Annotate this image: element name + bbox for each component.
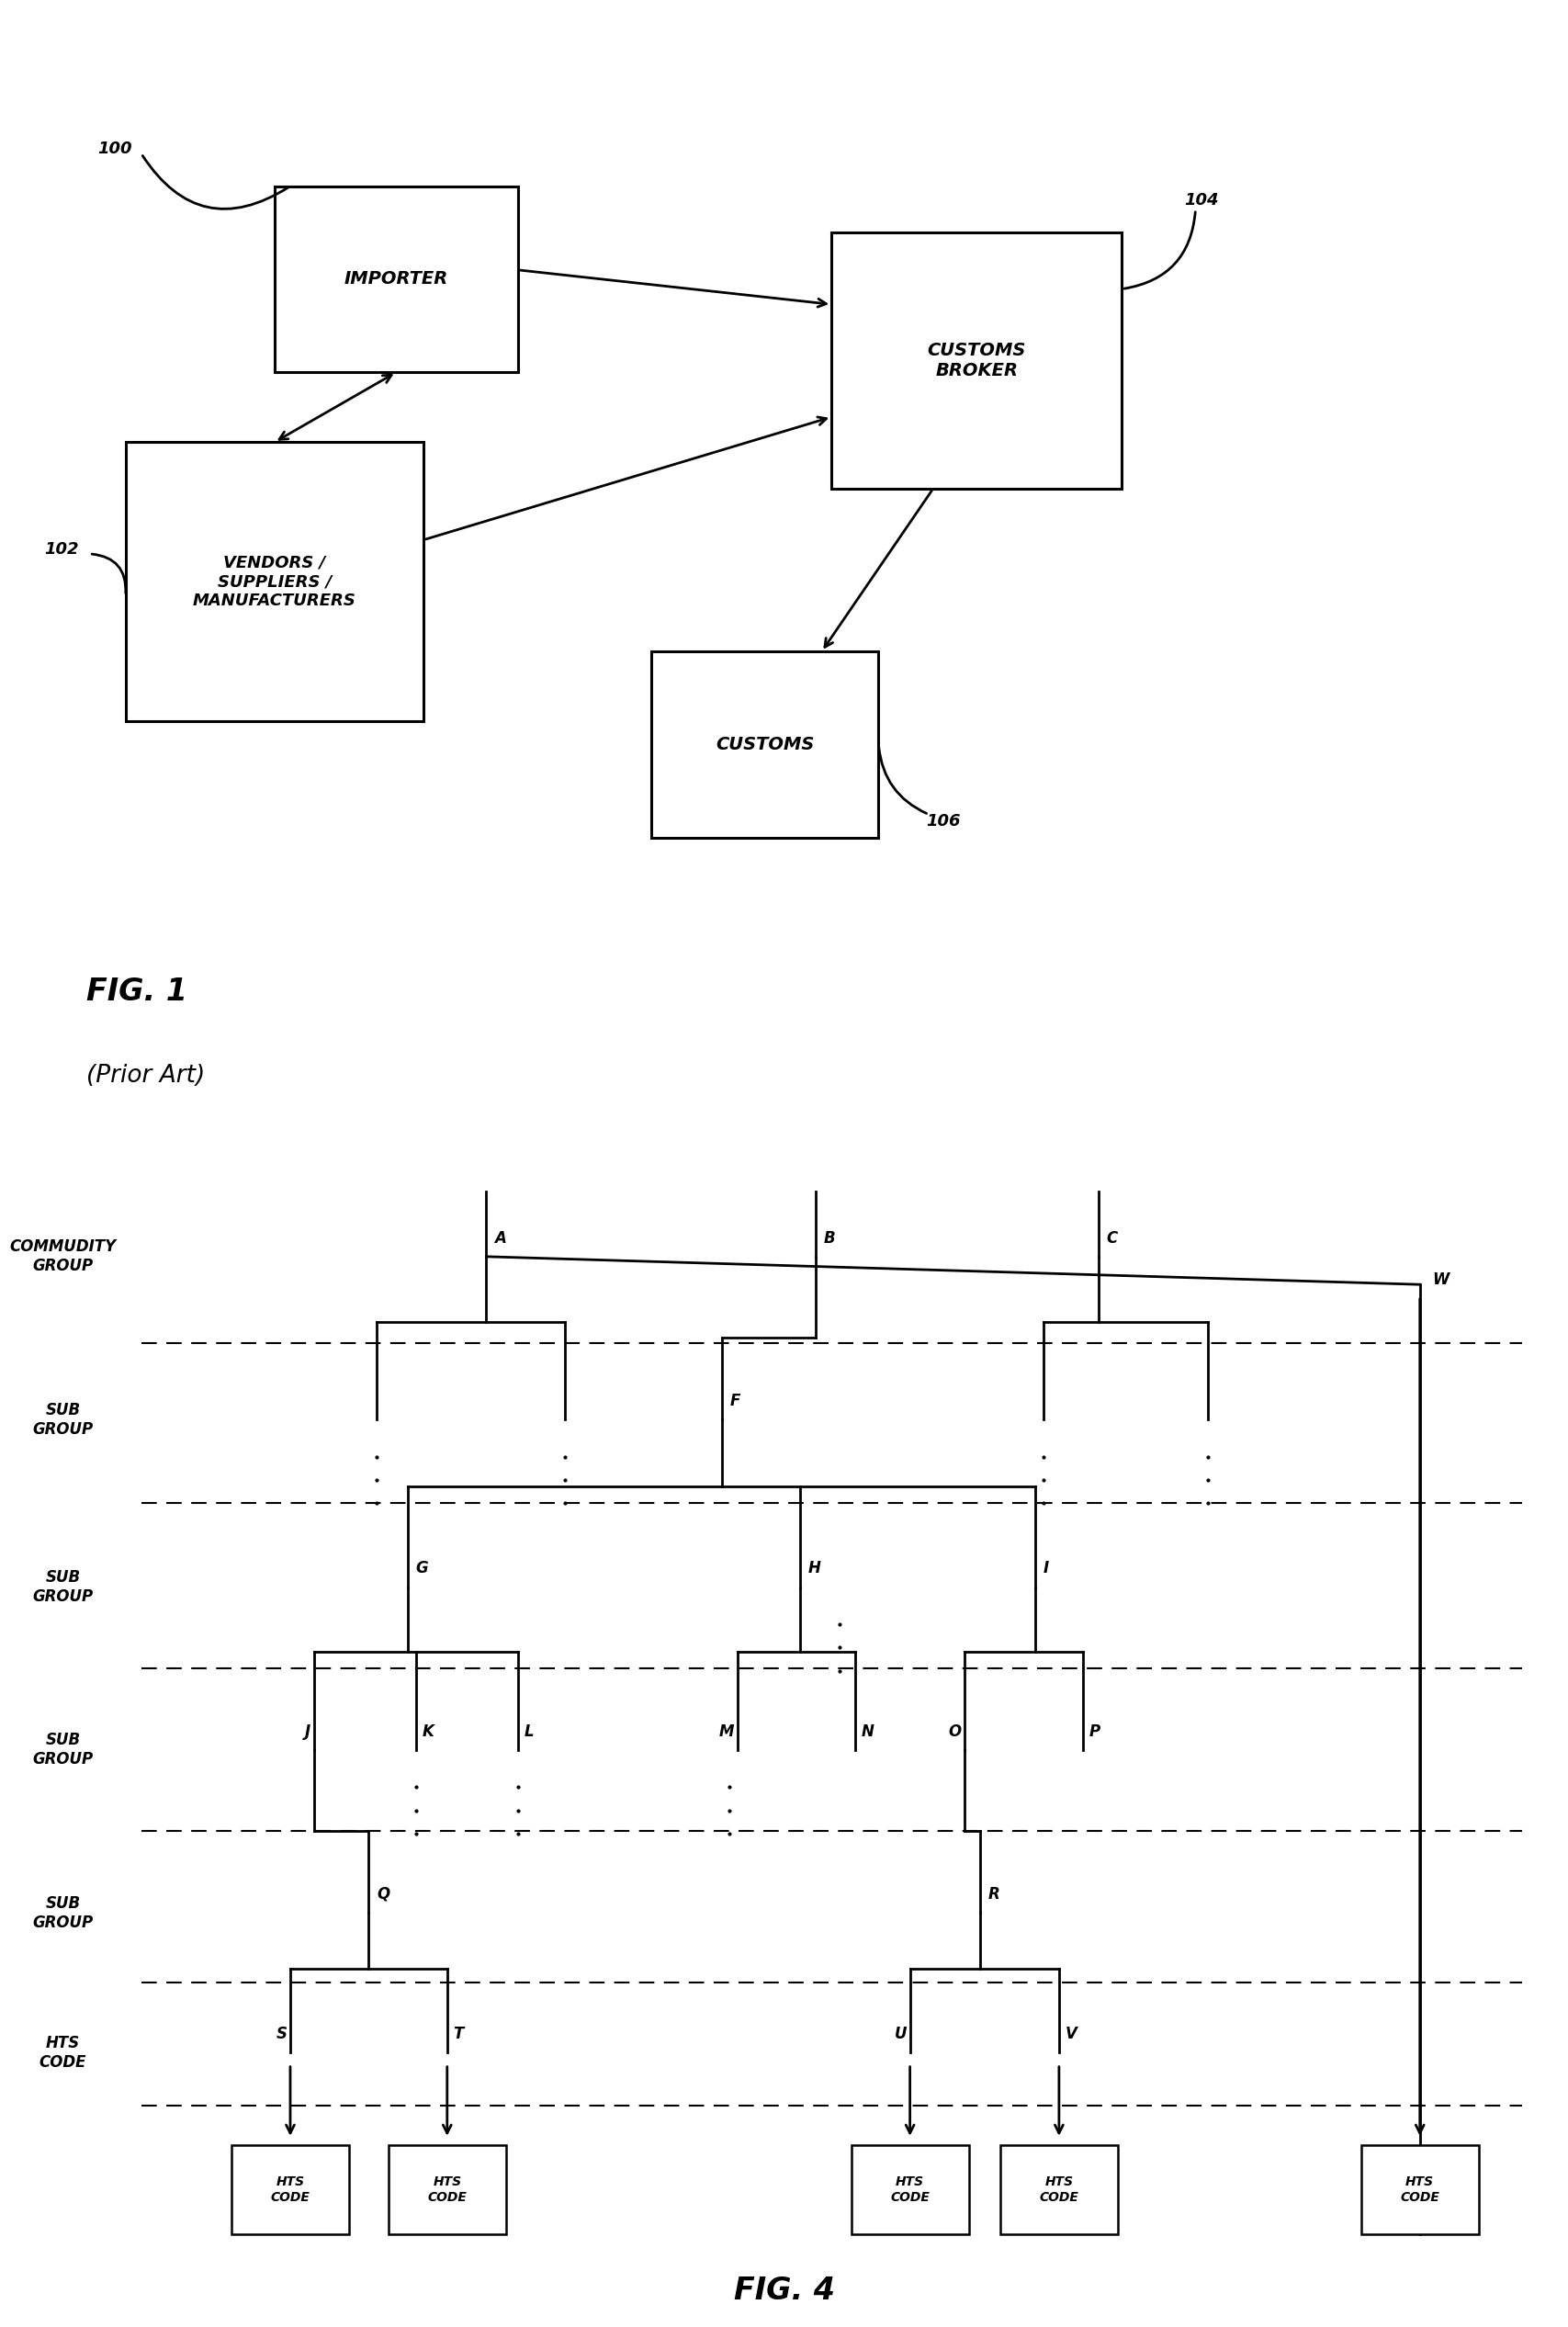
Text: HTS
CODE: HTS CODE <box>270 2176 310 2204</box>
Text: 102: 102 <box>44 540 78 558</box>
Text: V: V <box>1065 2024 1077 2043</box>
Text: HTS
CODE: HTS CODE <box>889 2176 930 2204</box>
Text: O: O <box>949 1722 961 1741</box>
Text: I: I <box>1043 1559 1049 1578</box>
Text: HTS
CODE: HTS CODE <box>1038 2176 1079 2204</box>
Text: L: L <box>524 1722 533 1741</box>
Bar <box>651 652 878 838</box>
Text: SUB
GROUP: SUB GROUP <box>33 1401 93 1438</box>
Text: IMPORTER: IMPORTER <box>343 270 448 289</box>
Text: FIG. 1: FIG. 1 <box>86 977 187 1008</box>
Text: F: F <box>729 1392 740 1410</box>
Text: M: M <box>718 1722 734 1741</box>
Text: SUB
GROUP: SUB GROUP <box>33 1894 93 1931</box>
Text: U: U <box>894 2024 906 2043</box>
Bar <box>274 186 517 372</box>
Bar <box>831 233 1121 489</box>
Text: SUB
GROUP: SUB GROUP <box>33 1568 93 1606</box>
Text: 100: 100 <box>97 140 132 158</box>
Bar <box>232 2145 348 2234</box>
Text: HTS
CODE: HTS CODE <box>426 2176 467 2204</box>
Text: FIG. 4: FIG. 4 <box>734 2276 834 2306</box>
Text: A: A <box>494 1229 506 1247</box>
Text: P: P <box>1088 1722 1099 1741</box>
Text: HTS
CODE: HTS CODE <box>39 2034 86 2071</box>
Text: COMMUDITY
GROUP: COMMUDITY GROUP <box>9 1238 116 1275</box>
Text: W: W <box>1432 1271 1449 1289</box>
Text: Q: Q <box>376 1885 389 1903</box>
Bar <box>850 2145 967 2234</box>
Text: T: T <box>453 2024 464 2043</box>
Text: SUB
GROUP: SUB GROUP <box>33 1731 93 1769</box>
Text: VENDORS /
SUPPLIERS /
MANUFACTURERS: VENDORS / SUPPLIERS / MANUFACTURERS <box>193 554 356 610</box>
Text: J: J <box>304 1722 310 1741</box>
Text: HTS
CODE: HTS CODE <box>1399 2176 1439 2204</box>
Text: CUSTOMS: CUSTOMS <box>715 735 814 754</box>
Text: (Prior Art): (Prior Art) <box>86 1063 205 1087</box>
Text: CUSTOMS
BROKER: CUSTOMS BROKER <box>927 342 1025 379</box>
Text: S: S <box>276 2024 287 2043</box>
Text: H: H <box>808 1559 820 1578</box>
Text: B: B <box>823 1229 834 1247</box>
Bar <box>389 2145 505 2234</box>
Bar <box>1361 2145 1477 2234</box>
Text: C: C <box>1105 1229 1116 1247</box>
Text: 104: 104 <box>1184 191 1218 209</box>
Bar <box>1000 2145 1116 2234</box>
Text: K: K <box>422 1722 434 1741</box>
Text: R: R <box>988 1885 999 1903</box>
Text: N: N <box>861 1722 873 1741</box>
Text: 106: 106 <box>925 812 960 831</box>
Bar <box>125 442 423 721</box>
Text: G: G <box>416 1559 428 1578</box>
